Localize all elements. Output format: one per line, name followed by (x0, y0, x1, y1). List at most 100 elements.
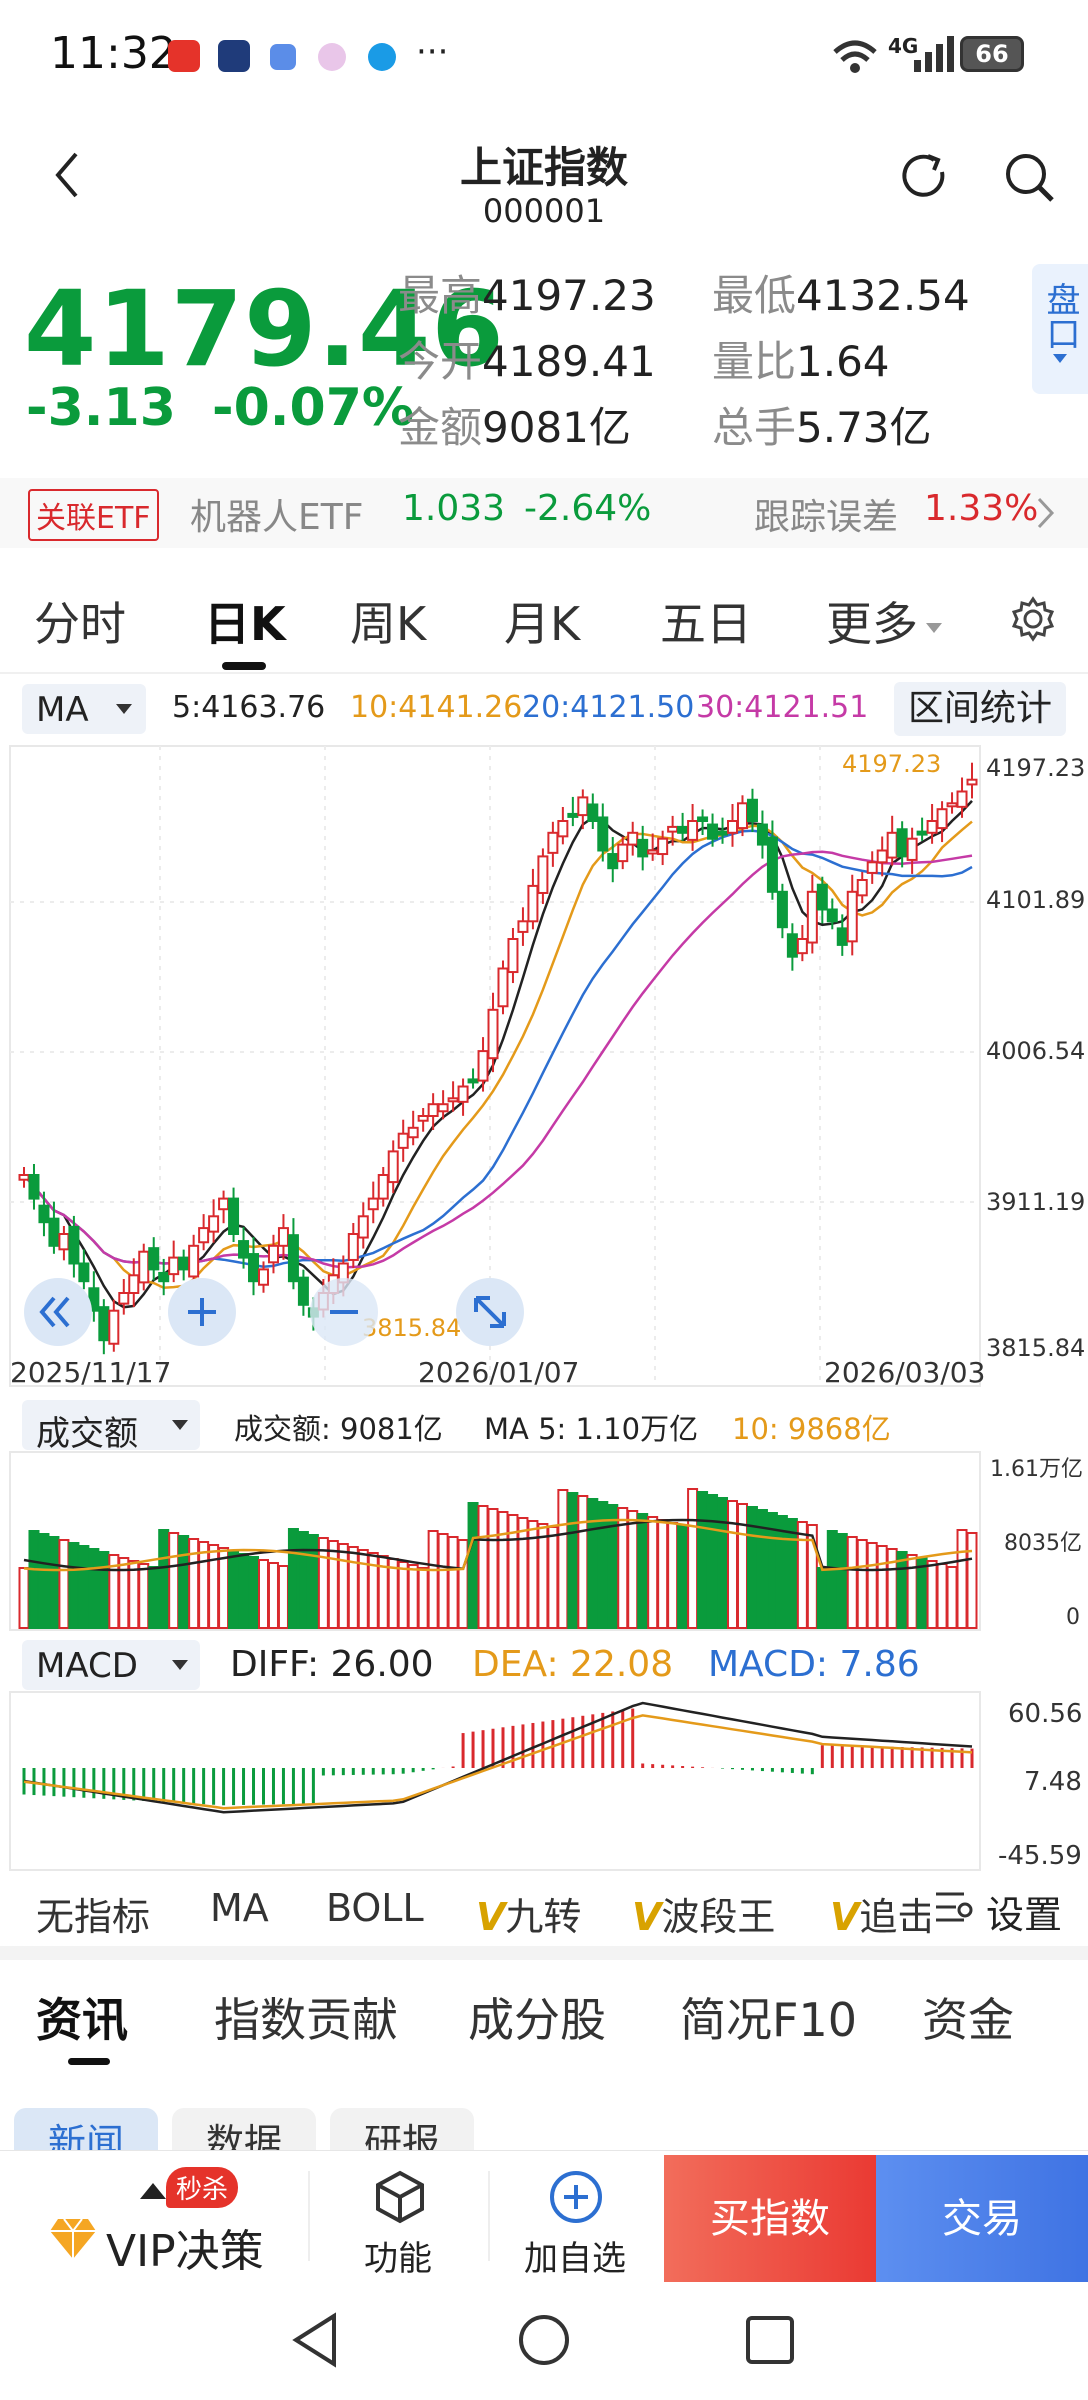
candle (607, 853, 619, 870)
stat-low: 最低4132.54 (712, 262, 970, 323)
candle (287, 1234, 299, 1283)
candle (667, 825, 679, 833)
stat-value: 1.64 (796, 337, 890, 386)
function-button[interactable]: 功能 (330, 2151, 470, 2283)
tab-index-contribution[interactable]: 指数贡献 (214, 1993, 398, 2047)
collapse-icon[interactable] (24, 1278, 92, 1346)
nav-home-icon[interactable] (516, 2312, 572, 2368)
trade-button[interactable]: 交易 (876, 2155, 1088, 2283)
volume-bar (138, 1563, 150, 1629)
volume-bar (218, 1547, 230, 1629)
ma30-value: 30:4121.51 (696, 690, 869, 725)
volume-selector-label: 成交额 (36, 1414, 138, 1454)
candle (447, 1097, 459, 1103)
tab-constituents[interactable]: 成分股 (468, 1993, 606, 2047)
candle (377, 1174, 389, 1200)
more-notifications: ··· (416, 32, 449, 72)
ma-selector[interactable]: MA (22, 684, 146, 734)
stat-value: 4132.54 (796, 271, 970, 320)
volume-selector[interactable]: 成交额 (22, 1400, 200, 1454)
current-price: 4179.46 (24, 268, 505, 390)
volume-bar (946, 1566, 958, 1629)
y-axis-label: 3815.84 (986, 1334, 1085, 1362)
candle (736, 802, 748, 830)
vip-decision-button[interactable]: VIP决策 秒杀 (0, 2151, 306, 2283)
volume-bar (896, 1551, 908, 1629)
indicator-jiuzhuan[interactable]: V九转 (476, 1886, 581, 1941)
volume-ma-line (23, 1518, 973, 1572)
candle (597, 816, 609, 852)
candle (347, 1233, 359, 1261)
tab-funds[interactable]: 资金 (922, 1993, 1014, 2047)
zoom-out-icon[interactable] (310, 1278, 378, 1346)
price-change: -3.13 -0.07% (26, 378, 414, 438)
indicator-ma[interactable]: MA (210, 1886, 269, 1930)
macd-selector-label: MACD (36, 1646, 138, 1686)
volume-bar (677, 1525, 689, 1629)
signal-icon (914, 36, 954, 72)
interval-stats-button[interactable]: 区间统计 (894, 682, 1066, 736)
zoom-in-icon[interactable] (168, 1278, 236, 1346)
tab-more[interactable]: 更多 (826, 588, 942, 654)
tab-daily-k[interactable]: 日K (204, 597, 286, 651)
candle (98, 1306, 110, 1342)
candle (647, 849, 659, 855)
volume-bar (647, 1516, 659, 1629)
volume-bar (447, 1536, 459, 1629)
indicator-label: 波段王 (661, 1895, 776, 1939)
macd-line (23, 1701, 973, 1814)
candle (357, 1215, 369, 1239)
pankou-button[interactable]: 盘口 (1032, 264, 1088, 394)
buy-index-button[interactable]: 买指数 (664, 2155, 876, 2283)
volume-bar (956, 1529, 968, 1629)
indicator-settings[interactable]: 设置 (930, 1878, 1088, 1938)
indicator-boduanwang[interactable]: V波段王 (632, 1886, 775, 1941)
volume-bar (257, 1559, 269, 1629)
chevron-down-icon (926, 622, 942, 633)
battery-level: 66 (975, 40, 1009, 68)
candle (128, 1274, 140, 1294)
nav-back-icon[interactable] (290, 2312, 340, 2368)
gear-icon[interactable] (1010, 596, 1056, 642)
status-bar: 11:32 ··· 4G 66 (0, 0, 1088, 110)
app-notification-icon (318, 43, 346, 71)
volume-bar (297, 1531, 309, 1629)
volume-bar (607, 1504, 619, 1629)
tab-news[interactable]: 资讯 (36, 1993, 128, 2047)
candle (497, 967, 509, 1008)
fullscreen-icon[interactable] (456, 1278, 524, 1346)
back-icon[interactable] (52, 150, 82, 200)
macd-selector[interactable]: MACD (22, 1640, 200, 1690)
candle (547, 831, 559, 854)
vip-v-icon: V (830, 1895, 860, 1939)
candle (267, 1244, 279, 1264)
tab-weekly-k[interactable]: 周K (350, 597, 427, 651)
indicator-zhuiji[interactable]: V追击 (830, 1886, 940, 1941)
volume-bar (537, 1523, 549, 1629)
refresh-icon[interactable] (898, 150, 954, 206)
volume-bar (18, 1567, 30, 1629)
related-etf-bar[interactable]: 关联ETF 机器人ETF 1.033 -2.64% 跟踪误差 1.33% (0, 478, 1088, 548)
indicator-none[interactable]: 无指标 (36, 1895, 151, 1939)
volume-bar (267, 1562, 279, 1629)
tab-five-day[interactable]: 五日 (660, 597, 752, 651)
candle (457, 1085, 469, 1103)
search-icon[interactable] (1002, 150, 1058, 206)
tab-monthly-k[interactable]: 月K (504, 597, 581, 651)
nav-recent-icon[interactable] (744, 2314, 796, 2366)
tab-intraday[interactable]: 分时 (34, 597, 126, 651)
candle (257, 1268, 269, 1286)
add-watchlist-button[interactable]: 加自选 (506, 2151, 656, 2283)
candle (727, 820, 739, 834)
candle (218, 1197, 230, 1211)
tab-f10[interactable]: 简况F10 (680, 1993, 857, 2047)
etf-price: 1.033 (402, 488, 506, 529)
volume-bar (637, 1513, 649, 1629)
indicator-boll[interactable]: BOLL (326, 1886, 424, 1930)
volume-bar (178, 1535, 190, 1629)
active-tab-indicator (68, 2058, 110, 2065)
volume-bar (717, 1497, 729, 1629)
kline-chart[interactable]: 4197.23 4101.89 4006.54 3911.19 3815.84 … (0, 742, 1088, 1392)
candle (158, 1271, 170, 1283)
volume-bar (697, 1491, 709, 1629)
